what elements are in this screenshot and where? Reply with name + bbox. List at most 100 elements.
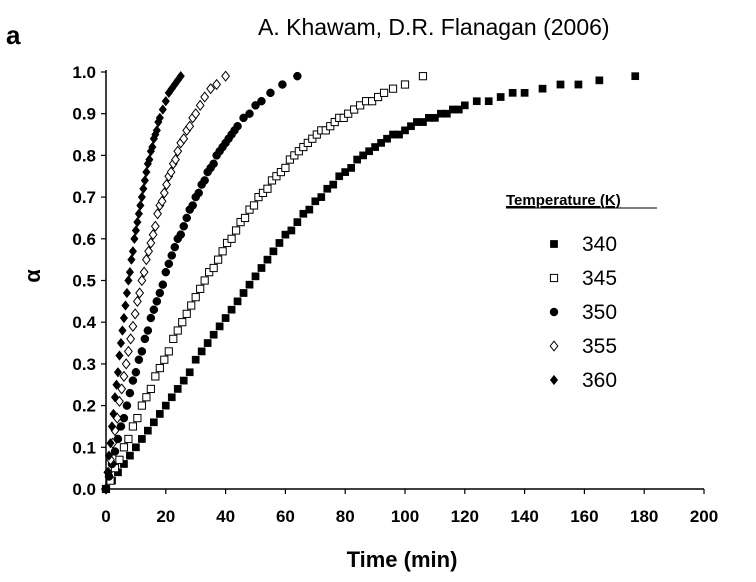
data-point-340 <box>245 280 254 289</box>
data-point-350 <box>200 176 209 185</box>
data-point-350 <box>188 201 197 210</box>
data-point-340 <box>556 80 565 89</box>
data-point-340 <box>257 264 266 272</box>
data-point-340 <box>377 139 385 147</box>
data-point-355 <box>121 358 131 370</box>
data-point-355 <box>144 245 154 257</box>
series-360 <box>101 70 185 495</box>
series-355 <box>101 70 231 495</box>
legend-label: 340 <box>582 233 617 256</box>
data-point-350 <box>257 96 266 106</box>
data-point-355 <box>191 108 201 120</box>
data-point-340 <box>132 443 140 452</box>
data-point-340 <box>353 155 362 164</box>
data-point-360 <box>133 216 142 228</box>
data-point-350 <box>293 71 302 81</box>
data-point-355 <box>159 187 169 199</box>
data-point-345 <box>303 138 312 147</box>
data-point-360 <box>113 367 123 378</box>
y-tick-label: 0.5 <box>72 272 96 291</box>
data-point-350 <box>209 159 218 168</box>
data-point-340 <box>155 410 164 418</box>
x-tick-label: 40 <box>216 507 235 526</box>
data-point-345 <box>209 263 218 273</box>
data-point-360 <box>158 104 167 115</box>
x-tick-label: 100 <box>391 507 419 526</box>
data-point-345 <box>418 72 428 81</box>
data-point-345 <box>133 414 142 423</box>
data-point-345 <box>187 301 196 310</box>
data-point-345 <box>218 247 227 256</box>
data-point-340 <box>227 305 236 314</box>
data-point-360 <box>130 233 139 245</box>
legend-item-345: 345 <box>549 267 617 290</box>
data-point-345 <box>222 238 232 248</box>
data-point-360 <box>107 421 117 432</box>
data-point-345 <box>164 347 173 356</box>
data-point-350 <box>251 101 260 110</box>
data-point-350 <box>134 355 144 364</box>
x-tick-label: 60 <box>276 507 295 526</box>
data-point-355 <box>141 254 151 266</box>
data-point-345 <box>142 393 151 402</box>
data-point-360 <box>115 350 124 361</box>
data-point-340 <box>419 118 427 126</box>
x-axis-title: Time (min) <box>347 547 458 572</box>
data-point-355 <box>166 166 176 178</box>
data-point-345 <box>388 84 398 93</box>
data-point-355 <box>173 145 183 157</box>
data-point-350 <box>194 188 203 198</box>
data-point-345 <box>330 117 339 127</box>
data-point-340 <box>472 97 481 106</box>
data-point-340 <box>233 297 242 306</box>
data-point-355 <box>150 220 160 232</box>
data-point-345 <box>312 130 321 139</box>
data-point-360 <box>131 225 141 236</box>
legend: Temperature (K) 340 345 350 355 360 <box>506 192 657 392</box>
data-point-340 <box>383 134 391 143</box>
data-point-345 <box>379 88 389 97</box>
data-point-345 <box>294 147 303 156</box>
data-point-360 <box>104 450 114 461</box>
data-point-350 <box>122 401 132 410</box>
data-point-340 <box>126 451 134 460</box>
data-point-345 <box>245 205 254 214</box>
data-point-360 <box>176 70 185 82</box>
data-point-345 <box>240 213 250 223</box>
panel-label: a <box>6 20 21 50</box>
data-point-345 <box>356 101 365 110</box>
data-point-345 <box>339 113 348 122</box>
data-point-355 <box>206 83 216 95</box>
data-point-360 <box>119 312 129 324</box>
data-point-345 <box>299 142 308 152</box>
legend-marker-340 <box>550 240 558 248</box>
data-point-350 <box>182 213 191 223</box>
data-point-360 <box>127 254 136 265</box>
data-point-355 <box>135 287 145 299</box>
data-point-345 <box>182 309 191 318</box>
data-point-340 <box>401 126 409 135</box>
legend-marker-360 <box>549 374 559 386</box>
data-point-350 <box>233 121 242 131</box>
data-point-350 <box>164 259 174 269</box>
data-point-350 <box>179 222 188 231</box>
data-point-340 <box>161 401 170 410</box>
data-point-355 <box>132 295 142 307</box>
data-point-355 <box>148 229 158 241</box>
data-point-340 <box>454 105 463 114</box>
data-point-350 <box>149 305 159 314</box>
data-point-340 <box>407 122 415 131</box>
data-point-350 <box>176 230 185 239</box>
data-point-360 <box>145 154 154 165</box>
data-point-360 <box>128 246 138 257</box>
data-point-345 <box>137 401 146 410</box>
data-point-340 <box>595 76 604 85</box>
data-point-345 <box>290 151 299 160</box>
data-point-340 <box>120 460 128 468</box>
data-point-360 <box>112 379 121 390</box>
data-point-360 <box>116 337 126 349</box>
legend-item-340: 340 <box>550 233 617 256</box>
data-point-350 <box>116 422 126 431</box>
data-point-345 <box>160 355 169 364</box>
data-point-360 <box>148 141 157 153</box>
